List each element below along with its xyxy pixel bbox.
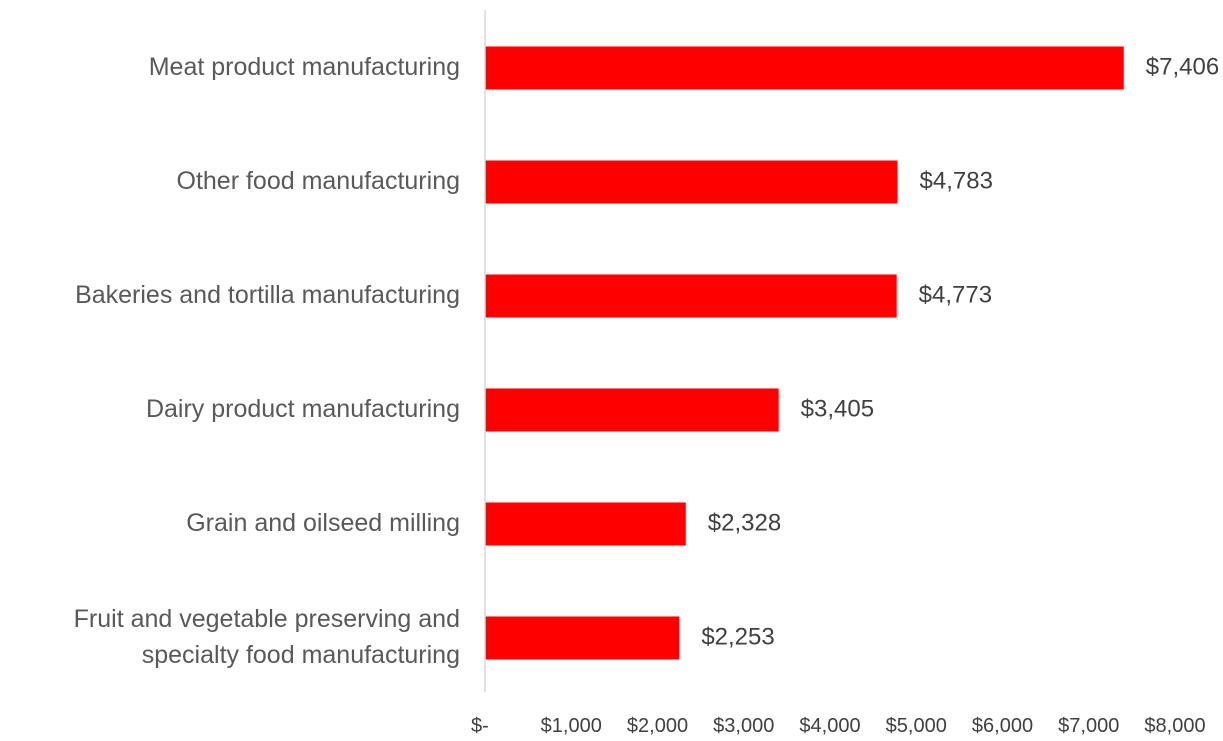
x-tick-label: $6,000	[972, 715, 1033, 737]
value-label: $3,405	[801, 395, 874, 422]
x-tick-label: $-	[471, 715, 489, 737]
x-tick-label: $7,000	[1058, 715, 1119, 737]
value-label: $2,328	[708, 509, 781, 536]
category-label: Fruit and vegetable preserving and specia…	[74, 605, 460, 669]
x-tick-label: $5,000	[886, 715, 947, 737]
category-label: Grain and oilseed milling	[186, 509, 460, 537]
bar	[485, 274, 897, 318]
bar	[485, 502, 686, 546]
value-label: $4,783	[920, 167, 993, 194]
x-axis-tick-labels: $- $1,000 $2,000 $3,000 $4,000 $5,000 $6,000 $7…	[471, 715, 1206, 737]
bar	[485, 46, 1124, 90]
bars	[485, 46, 1124, 660]
x-tick-label: $1,000	[541, 715, 602, 737]
bar	[485, 388, 779, 432]
value-label: $2,253	[701, 623, 774, 650]
x-tick-label: $8,000	[1144, 715, 1205, 737]
bar	[485, 616, 680, 660]
bar	[485, 160, 898, 204]
category-label: Other food manufacturing	[177, 167, 461, 195]
x-tick-label: $3,000	[713, 715, 774, 737]
value-label: $7,406	[1146, 53, 1219, 80]
value-label: $4,773	[919, 281, 992, 308]
category-labels: Meat product manufacturing Other food man…	[74, 53, 460, 669]
category-label: Dairy product manufacturing	[146, 395, 460, 423]
value-labels: $7,406 $4,783 $4,773 $3,405 $2,328 $2,253	[701, 53, 1219, 650]
x-tick-label: $4,000	[799, 715, 860, 737]
x-tick-label: $2,000	[627, 715, 688, 737]
category-label: Bakeries and tortilla manufacturing	[75, 281, 460, 309]
category-label: Meat product manufacturing	[149, 53, 460, 81]
